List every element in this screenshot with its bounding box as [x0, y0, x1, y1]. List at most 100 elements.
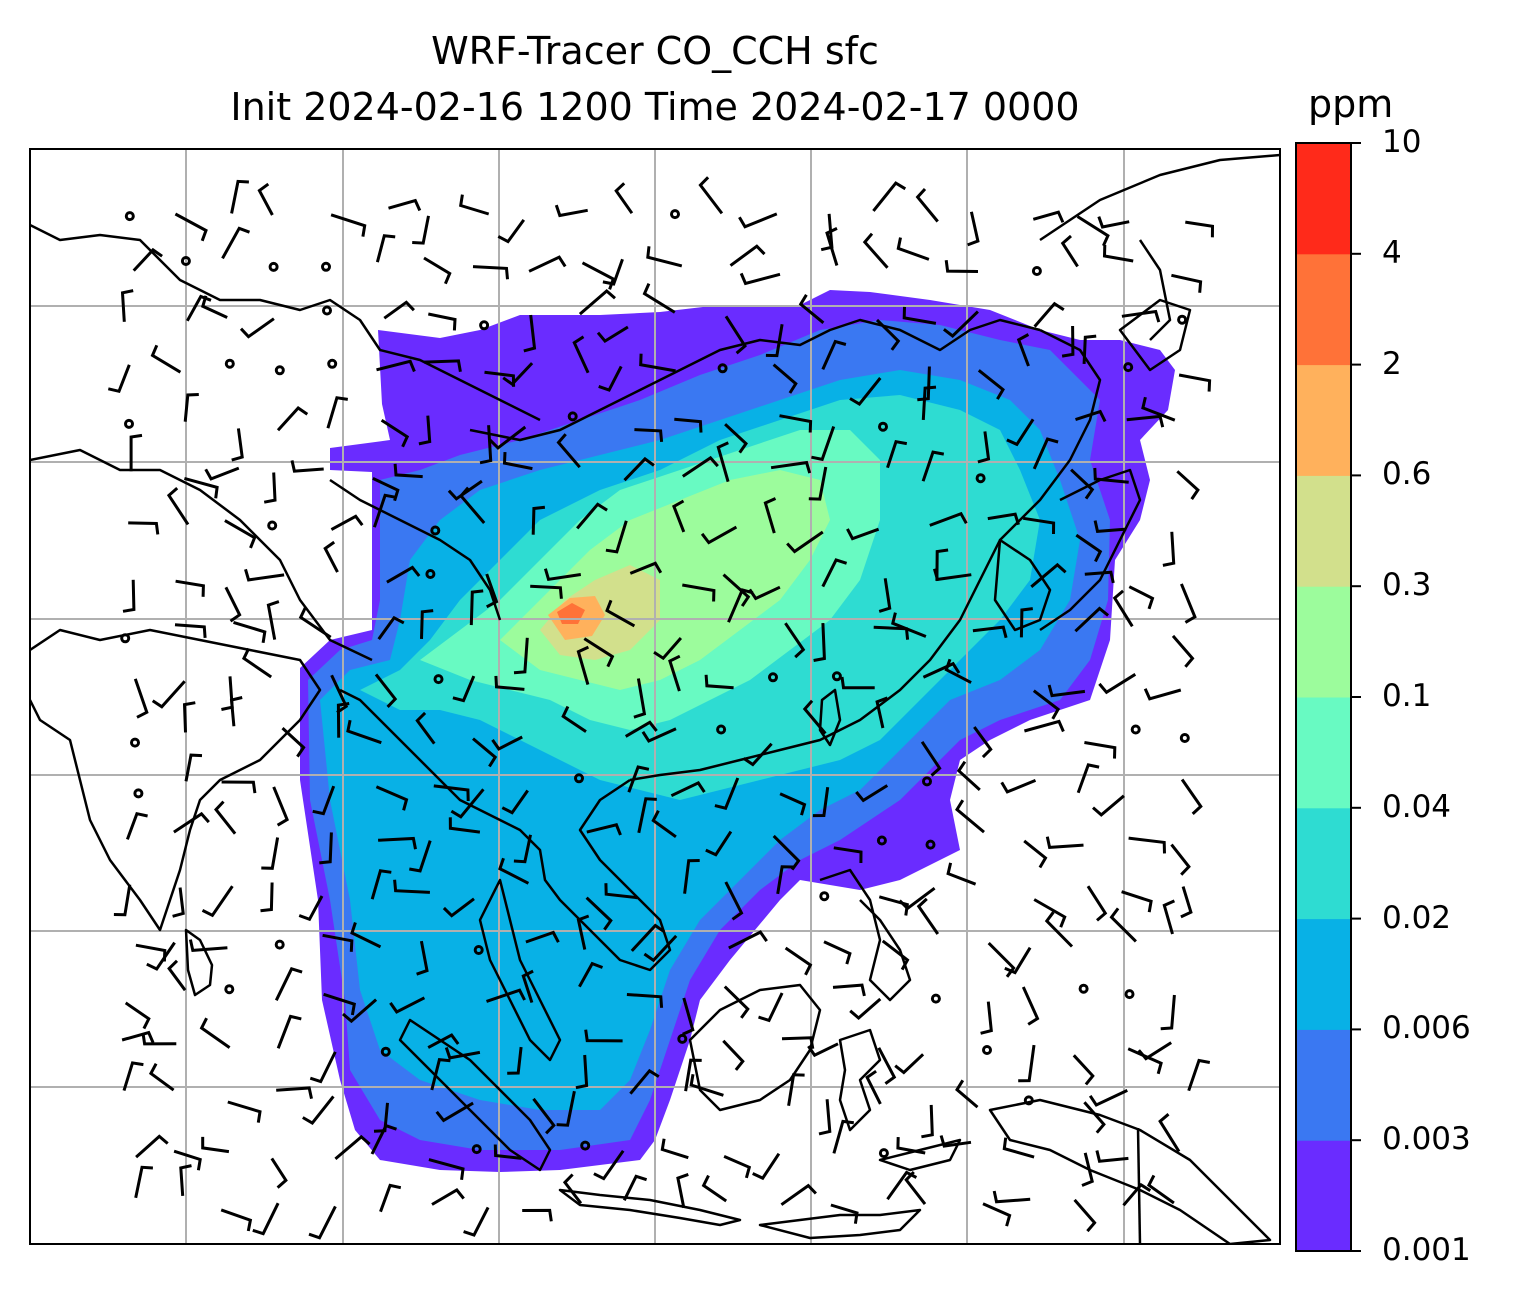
wind-barb: [811, 426, 836, 462]
wind-barb: [174, 623, 207, 639]
wind-barb: [821, 339, 847, 371]
wind-barb: [977, 431, 991, 464]
wind-barb: [865, 1069, 882, 1105]
wind-barb: [902, 306, 937, 325]
calm-wind-marker: [1023, 1095, 1034, 1106]
colorbar-tick-label: 4: [1382, 234, 1402, 271]
wind-barb: [723, 1155, 752, 1179]
wind-barb: [224, 519, 257, 549]
wind-barb: [727, 588, 754, 623]
calm-wind-marker: [1177, 314, 1188, 325]
wind-barb: [724, 881, 744, 921]
wind-barb: [179, 1164, 192, 1197]
wind-barb: [227, 1100, 262, 1123]
calm-wind-marker: [471, 1144, 482, 1155]
wind-barb: [183, 393, 199, 422]
wind-barb: [220, 1208, 253, 1232]
wind-barb: [818, 1099, 832, 1136]
wind-barb: [409, 840, 432, 873]
wind-barb: [586, 823, 622, 836]
wind-barb: [150, 344, 182, 374]
wind-barb: [643, 934, 678, 963]
wind-barb: [916, 897, 940, 935]
wind-barb: [135, 943, 167, 962]
calm-wind-marker: [1123, 362, 1134, 373]
wind-barb: [290, 460, 324, 473]
wind-barb: [1095, 1150, 1129, 1163]
wind-barb: [298, 606, 332, 639]
border-north-1: [30, 223, 541, 422]
wind-barb: [224, 586, 242, 623]
wind-barb: [447, 479, 483, 501]
wind-barb: [1160, 994, 1176, 1031]
calm-wind-marker: [922, 776, 932, 787]
wind-barb: [729, 244, 766, 267]
colorbar-segment: [1296, 1029, 1351, 1141]
wind-barb: [920, 740, 942, 777]
wind-barb: [1073, 1198, 1097, 1233]
wind-barb: [944, 658, 972, 684]
wind-barb: [323, 992, 357, 1016]
wind-barb: [175, 579, 205, 597]
colorbar-segment: [1296, 918, 1351, 1030]
wind-barb: [330, 213, 367, 237]
wind-barb: [260, 882, 274, 913]
wind-barb: [832, 1119, 854, 1154]
calm-wind-marker: [574, 773, 584, 784]
wind-barb: [263, 472, 277, 504]
wind-barb: [1076, 215, 1110, 247]
wind-barb: [1033, 898, 1067, 928]
wind-barb: [987, 942, 1016, 978]
wind-barb: [896, 1137, 926, 1155]
wind-barb: [929, 511, 968, 527]
wind-barb: [214, 800, 237, 835]
wind-barb: [554, 204, 588, 218]
calm-wind-marker: [120, 633, 131, 644]
wind-barb: [1023, 839, 1048, 869]
wind-barb: [428, 1158, 465, 1180]
wind-barb: [107, 364, 131, 394]
wind-barb: [904, 1170, 927, 1206]
wind-barb: [849, 997, 882, 1020]
calm-wind-marker: [878, 1148, 889, 1159]
wind-barb: [376, 359, 416, 373]
wind-barb: [1109, 907, 1137, 943]
wind-barb: [479, 425, 493, 465]
wind-barb: [498, 857, 530, 885]
wind-barb: [813, 623, 826, 662]
wind-barb: [886, 1170, 918, 1201]
calm-wind-marker: [1031, 266, 1042, 276]
wind-barb: [1045, 836, 1084, 849]
wind-barb: [370, 869, 392, 900]
coastline-japan: [1039, 468, 1142, 632]
wind-barb: [543, 568, 582, 581]
calm-wind-marker: [224, 984, 235, 995]
calm-wind-marker: [268, 261, 279, 272]
wind-barb: [350, 922, 382, 949]
wind-barb: [1093, 467, 1129, 484]
wind-barb: [670, 780, 706, 798]
wind-barb: [593, 1149, 625, 1181]
wind-barb: [121, 1030, 155, 1044]
colorbar-segment: [1296, 253, 1351, 366]
wind-barb: [917, 366, 931, 402]
wind-barb: [763, 497, 777, 534]
colorbar-segment: [1296, 807, 1351, 920]
wind-barb: [199, 1017, 231, 1049]
wind-barb: [1143, 688, 1182, 701]
wind-barb: [942, 310, 979, 338]
wind-barb: [681, 455, 719, 478]
wind-barb: [201, 885, 234, 918]
wind-barb: [722, 573, 751, 607]
wind-barb: [1178, 373, 1212, 392]
wind-barb: [576, 502, 608, 530]
wind-barb: [233, 620, 267, 644]
wind-barb: [1112, 589, 1134, 628]
wind-barb: [980, 1001, 993, 1035]
wind-barb: [585, 896, 613, 931]
wind-barb: [528, 255, 567, 273]
wind-barb: [1061, 325, 1075, 358]
wind-barb: [312, 785, 336, 816]
wind-barb: [833, 846, 863, 864]
wind-barb: [309, 1051, 337, 1084]
